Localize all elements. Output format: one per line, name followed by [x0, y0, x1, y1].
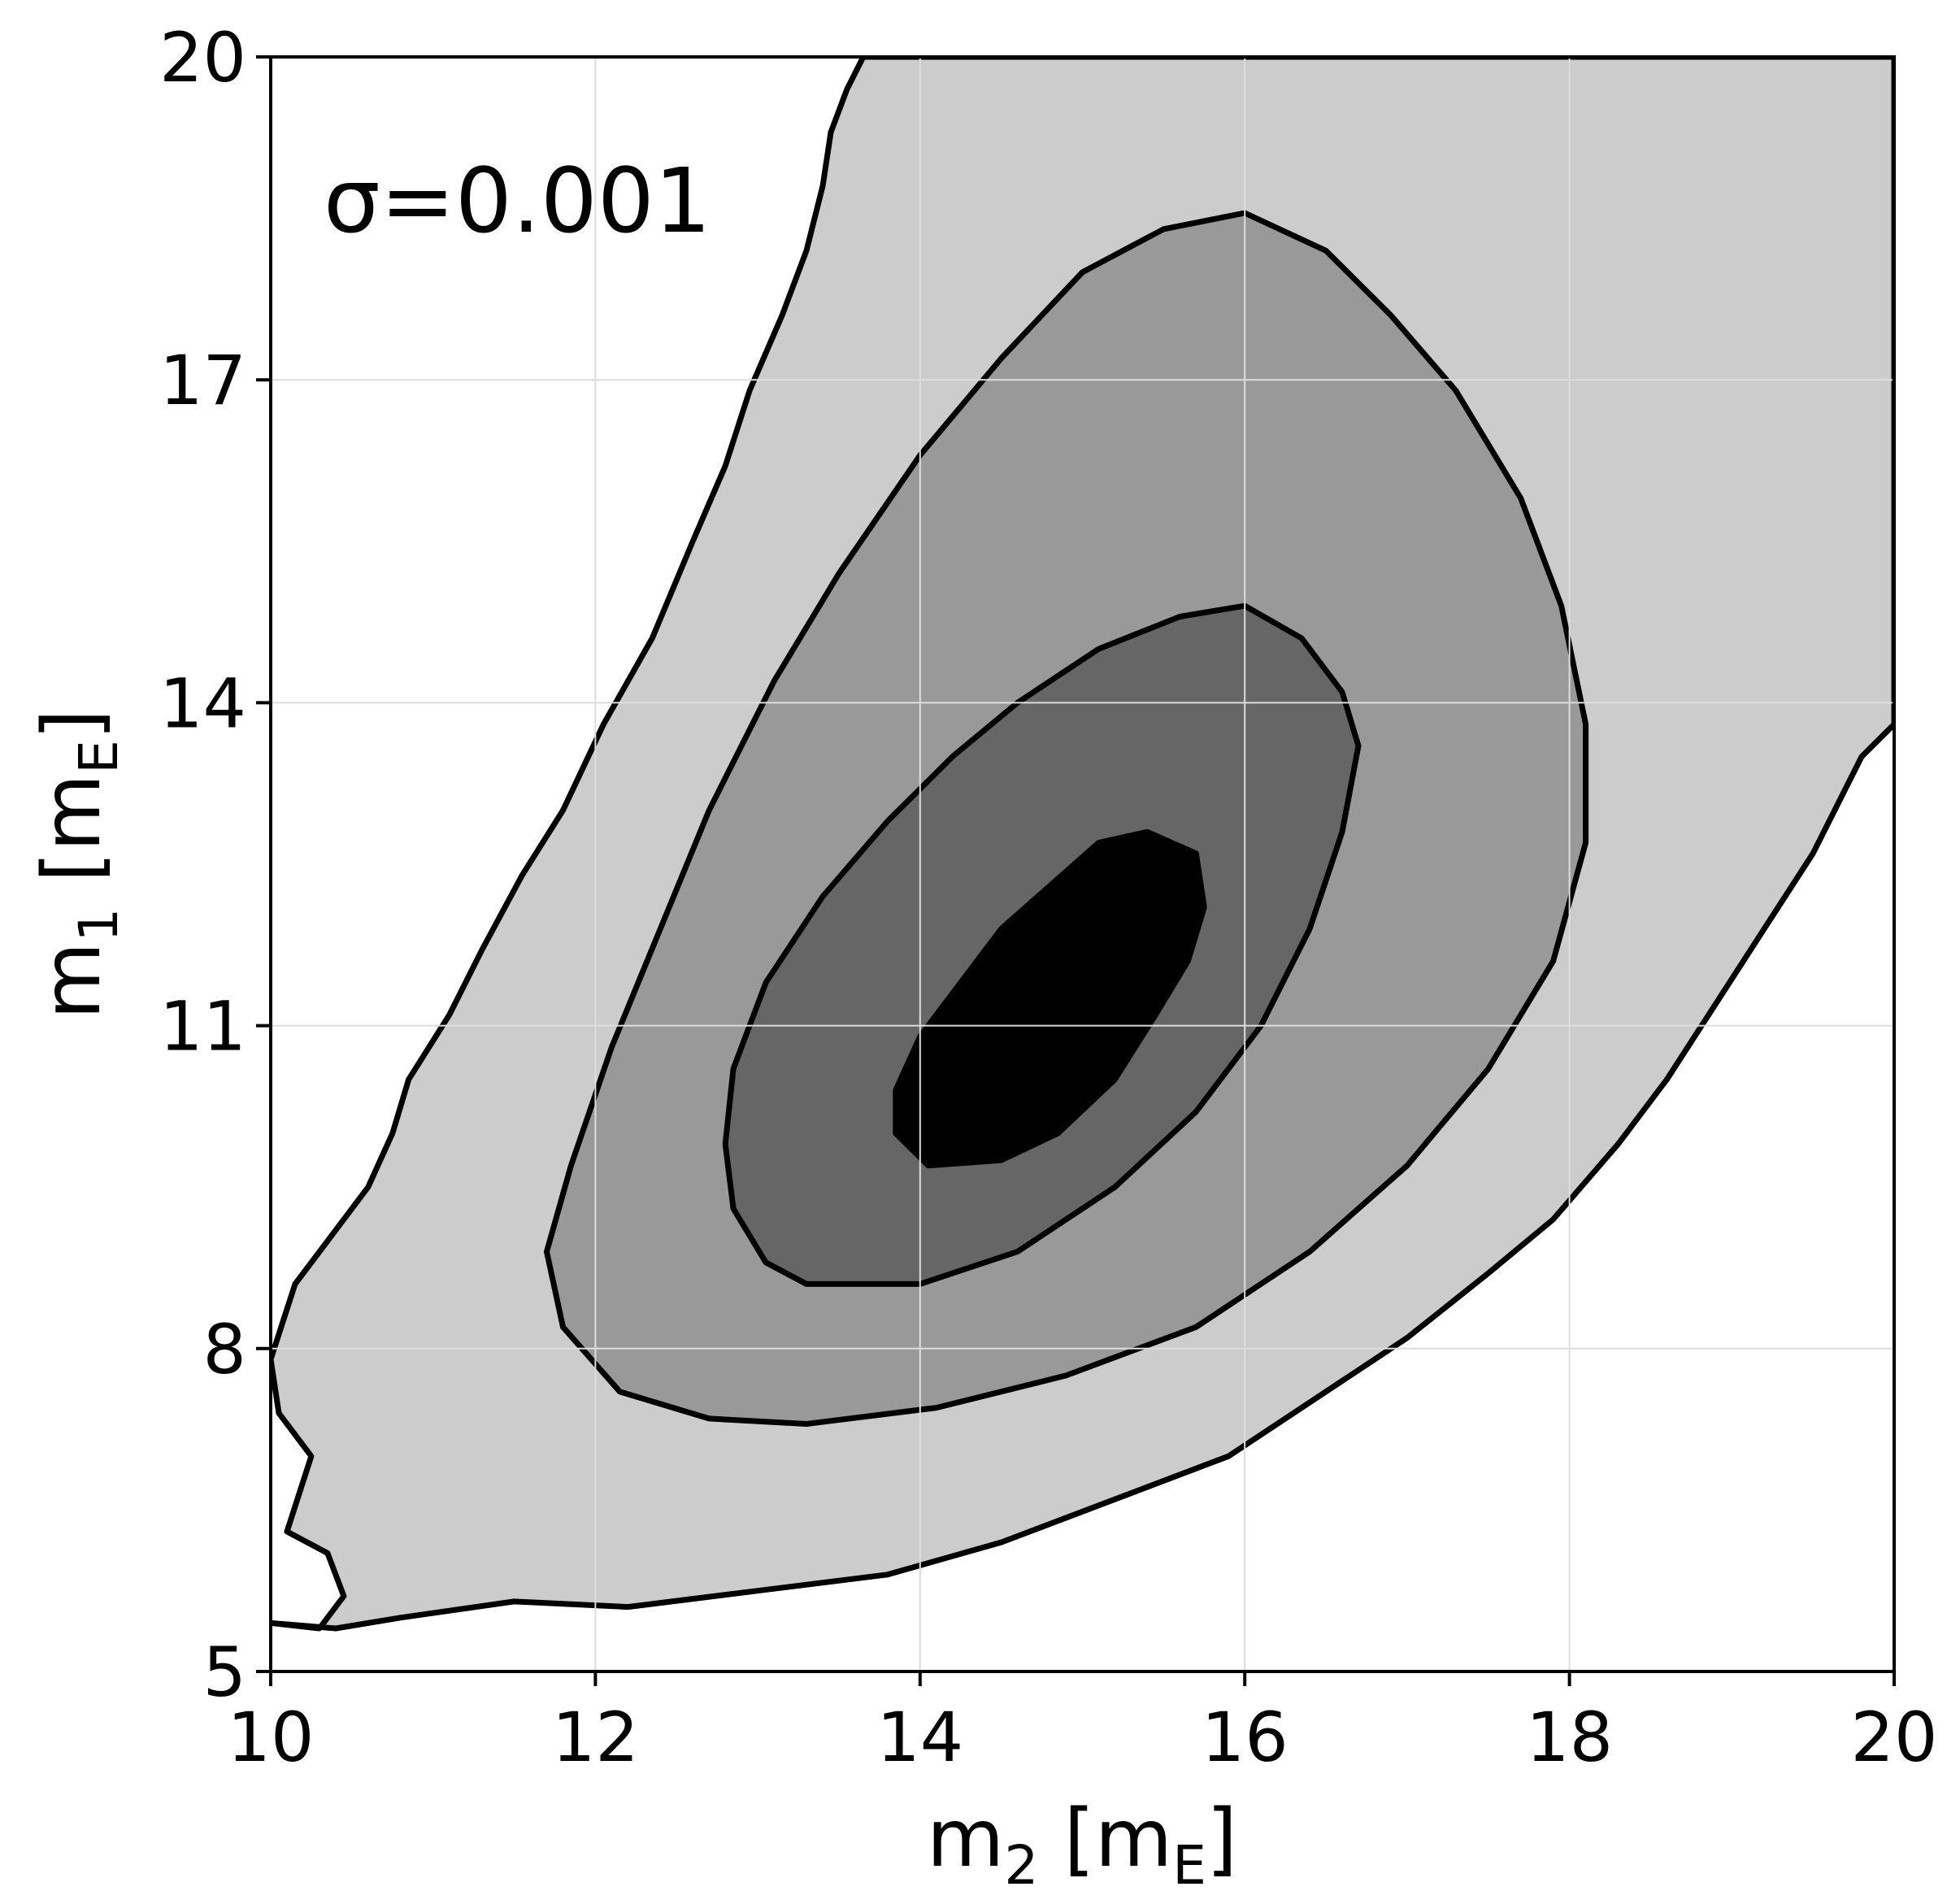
x-tick-label: 10: [228, 1698, 315, 1777]
x-axis-label: m2 [mE]: [927, 1793, 1237, 1897]
annotation-sigma: σ=0.001: [324, 149, 711, 253]
grid-layer: [271, 57, 1894, 1671]
x-tick-label: 12: [552, 1698, 639, 1777]
y-axis-label: m1 [mE]: [26, 709, 130, 1019]
y-axis-ticks: 5 8 11 14 17 20: [159, 18, 271, 1712]
y-tick-label: 17: [159, 341, 246, 420]
contour-level-core: [893, 828, 1207, 1169]
contour-layer: [271, 57, 1894, 1632]
plot-frame: [269, 55, 1896, 1673]
y-tick-label: 14: [159, 663, 246, 743]
y-tick-label: 8: [203, 1310, 246, 1389]
y-tick-label: 20: [159, 18, 246, 98]
y-tick-label: 5: [203, 1632, 246, 1712]
x-tick-label: 14: [876, 1698, 963, 1777]
x-tick-label: 16: [1202, 1698, 1289, 1777]
x-axis-ticks: 10 12 14 16 18 20: [228, 1671, 1938, 1777]
x-tick-label: 20: [1851, 1698, 1938, 1777]
y-tick-label: 11: [159, 987, 246, 1067]
x-tick-label: 18: [1526, 1698, 1613, 1777]
